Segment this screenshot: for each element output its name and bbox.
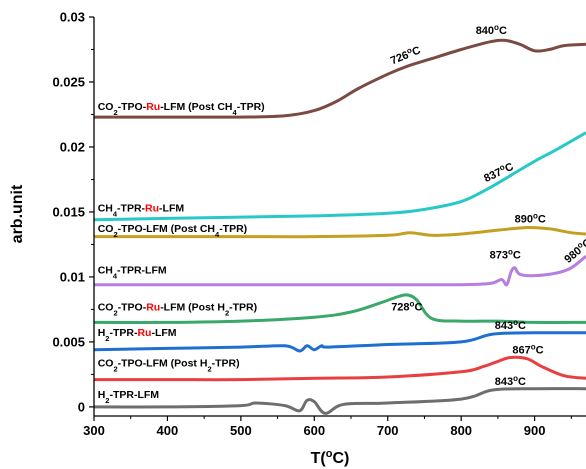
y-tick-label-1: 0.005 [52, 334, 85, 349]
series-line-6 [93, 355, 586, 382]
axes: 300 400 500 600 700 800 900 0 0.005 0.01 0.015 0.02… [52, 10, 586, 438]
series-lines [93, 38, 586, 415]
x-tick-label-0: 300 [83, 423, 105, 438]
series-label-0: CO2-TPO-Ru-LFM (Post CH4-TPR) [98, 101, 265, 117]
y-tick-label-6: 0.03 [60, 10, 85, 25]
y-tick-label-5: 0.025 [52, 75, 85, 90]
temp-annotation-4: 873oC [490, 247, 521, 262]
x-tick-label-4: 700 [377, 423, 399, 438]
temp-annotation-9: 843oC [495, 373, 526, 388]
x-tick-label-5: 800 [450, 423, 472, 438]
series-label-3: CH4-TPR-LFM [98, 265, 167, 281]
y-tick-label-0: 0 [78, 399, 85, 414]
series-label-4: CO2-TPO-Ru-LFM (Post H2-TPR) [98, 302, 257, 318]
temp-annotation-3: 890oC [515, 211, 546, 226]
series-label-7: H2-TPR-LFM [98, 389, 160, 405]
y-tick-label-2: 0.01 [60, 269, 85, 284]
x-tick-label-1: 400 [157, 423, 179, 438]
series-label-1: CH4-TPR-Ru-LFM [98, 202, 185, 218]
y-axis-title: arb.unit [9, 184, 26, 243]
temp-annotation-8: 867oC [512, 342, 543, 357]
series-label-5: H2-TPR-Ru-LFM [98, 327, 177, 343]
y-tick-label-3: 0.015 [52, 205, 85, 220]
x-tick-label-3: 600 [303, 423, 325, 438]
series-label-6: CO2-TPO-LFM (Post H2-TPR) [98, 358, 240, 374]
series-line-2 [93, 225, 586, 239]
temp-annotation-1: 840oC [476, 22, 507, 37]
series-labels: CO2-TPO-Ru-LFM (Post CH4-TPR) CH4-TPR-Ru-… [98, 101, 265, 404]
temp-annotation-7: 843oC [495, 317, 526, 332]
x-axis-title: T(oC) [311, 448, 350, 467]
y-tick-label-4: 0.02 [60, 140, 85, 155]
series-line-7 [93, 387, 586, 415]
series-line-5 [93, 331, 586, 353]
series-label-2: CO2-TPO-LFM (Post CH4-TPR) [98, 223, 248, 239]
temp-annotation-2: 837oC [481, 159, 515, 185]
series-line-0 [94, 38, 586, 119]
series-line-3 [93, 254, 586, 287]
x-tick-label-6: 900 [524, 423, 546, 438]
temp-annotation-6: 728oC [391, 299, 422, 314]
series-line-1 [93, 131, 586, 222]
x-tick-label-2: 500 [230, 423, 252, 438]
series-line-4 [93, 293, 586, 324]
